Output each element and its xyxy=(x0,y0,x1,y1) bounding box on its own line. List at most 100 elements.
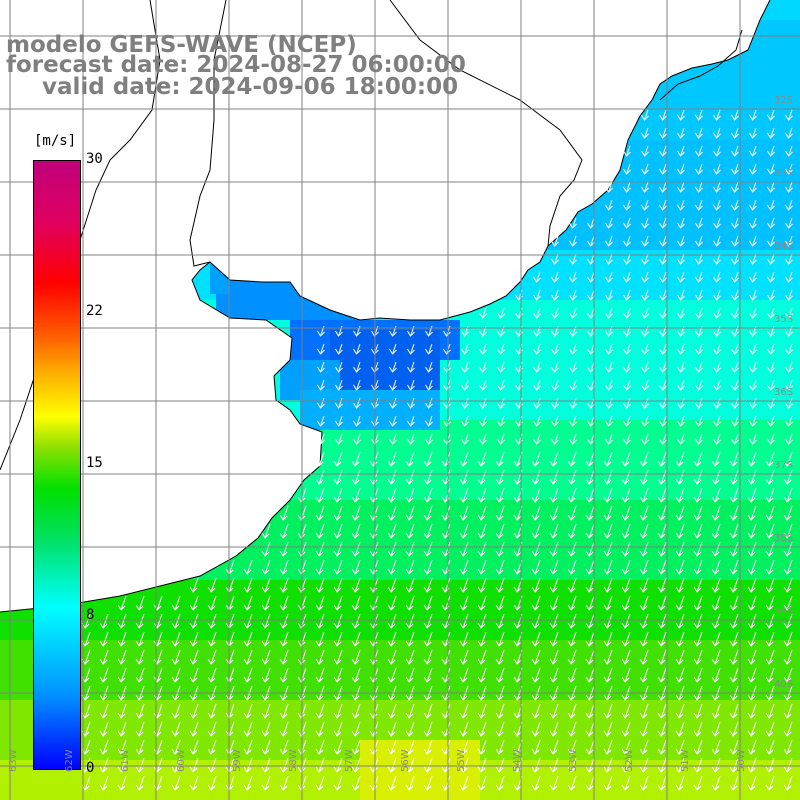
wind-arrows xyxy=(81,109,793,791)
wind-arrow-head xyxy=(389,384,397,391)
wind-arrow xyxy=(752,343,757,355)
wind-arrow xyxy=(408,487,415,503)
wind-arrow-head xyxy=(479,420,487,427)
wind-arrow-head xyxy=(603,712,612,719)
wind-arrow xyxy=(554,307,559,319)
wind-arrow xyxy=(732,739,739,755)
wind-arrow-head xyxy=(243,586,252,593)
wind-arrow-head xyxy=(405,478,414,485)
wind-arrow-head xyxy=(551,258,559,265)
wind-arrow xyxy=(678,451,685,467)
wind-arrow-head xyxy=(783,586,792,593)
wind-arrow-head xyxy=(749,294,757,301)
wind-arrow xyxy=(138,739,145,755)
wind-arrow-head xyxy=(153,658,162,665)
wind-arrow-head xyxy=(333,568,342,575)
wind-arrow-head xyxy=(261,604,270,611)
wind-arrow-head xyxy=(353,348,361,355)
wind-arrow-head xyxy=(243,712,252,719)
wind-arrow-head xyxy=(135,748,144,755)
wind-arrow-head xyxy=(297,640,306,647)
wind-arrow-head xyxy=(765,496,774,503)
wind-arrow xyxy=(644,109,649,121)
wind-arrow-head xyxy=(767,420,775,427)
wind-arrow xyxy=(534,721,541,737)
wind-arrow-head xyxy=(713,258,721,265)
wind-arrow xyxy=(786,703,793,719)
wind-arrow xyxy=(570,541,577,557)
wind-arrow xyxy=(138,757,145,773)
wind-arrow xyxy=(768,775,775,791)
wind-arrow xyxy=(372,613,379,629)
wind-arrow xyxy=(678,739,685,755)
wind-arrow xyxy=(102,703,109,719)
wind-arrow-head xyxy=(749,186,757,193)
wind-arrow xyxy=(734,127,739,139)
wind-arrow xyxy=(320,415,325,427)
wind-arrow xyxy=(462,703,469,719)
wind-arrow xyxy=(678,721,685,737)
wind-arrow xyxy=(282,541,289,557)
wind-arrow-head xyxy=(677,348,685,355)
wind-arrow xyxy=(588,523,595,539)
wind-arrow xyxy=(480,667,487,683)
wind-arrow-head xyxy=(767,186,775,193)
wind-arrow xyxy=(536,343,541,355)
wind-arrow-head xyxy=(459,748,468,755)
wind-arrow-head xyxy=(153,676,162,683)
wind-arrow-head xyxy=(747,514,756,521)
wind-arrow-head xyxy=(513,514,522,521)
wind-arrow-head xyxy=(315,496,324,503)
wind-arrow-head xyxy=(641,384,649,391)
wind-arrow xyxy=(732,523,739,539)
wind-arrow xyxy=(696,541,703,557)
wind-arrow-head xyxy=(533,312,541,319)
wind-arrow xyxy=(750,757,757,773)
wind-arrow-head xyxy=(659,402,667,409)
wind-arrow-head xyxy=(639,604,648,611)
wind-arrow-head xyxy=(261,586,270,593)
wind-arrow-head xyxy=(677,420,685,427)
wind-arrow-head xyxy=(639,694,648,701)
wind-arrow xyxy=(714,559,721,575)
wind-arrow-head xyxy=(407,420,415,427)
wind-arrow-head xyxy=(189,622,198,629)
wind-arrow xyxy=(464,433,469,445)
wind-arrow-head xyxy=(189,640,198,647)
wind-arrow-head xyxy=(389,348,397,355)
wind-arrow-head xyxy=(585,532,594,539)
wind-arrow-head xyxy=(711,730,720,737)
wind-arrow xyxy=(680,109,685,121)
wind-arrow-head xyxy=(657,496,666,503)
wind-arrow xyxy=(426,703,433,719)
wind-arrow xyxy=(500,415,505,427)
wind-arrow xyxy=(768,577,775,593)
wind-arrow-head xyxy=(621,640,630,647)
wind-arrow xyxy=(714,613,721,629)
wind-arrow-head xyxy=(603,586,612,593)
wind-arrow xyxy=(372,721,379,737)
wind-arrow-head xyxy=(747,586,756,593)
wind-arrow xyxy=(698,217,703,229)
wind-arrow-head xyxy=(749,240,757,247)
wind-arrow xyxy=(428,397,433,409)
wind-arrow xyxy=(482,433,487,445)
wind-arrow-head xyxy=(477,784,486,791)
wind-arrow-head xyxy=(117,604,126,611)
wind-arrow-head xyxy=(713,348,721,355)
wind-arrow xyxy=(590,343,595,355)
wind-arrow-head xyxy=(729,784,738,791)
wind-arrow xyxy=(482,379,487,391)
wind-arrow-head xyxy=(585,550,594,557)
wind-arrow xyxy=(318,739,325,755)
wind-arrow xyxy=(246,649,253,665)
wind-arrow xyxy=(608,343,613,355)
wind-arrow-head xyxy=(315,514,324,521)
wind-arrow-head xyxy=(711,694,720,701)
wind-arrow-head xyxy=(639,676,648,683)
wind-arrow xyxy=(752,307,757,319)
wind-arrow xyxy=(552,559,559,575)
wind-arrow-head xyxy=(657,748,666,755)
wind-arrow-head xyxy=(731,222,739,229)
wind-arrow xyxy=(714,469,721,485)
